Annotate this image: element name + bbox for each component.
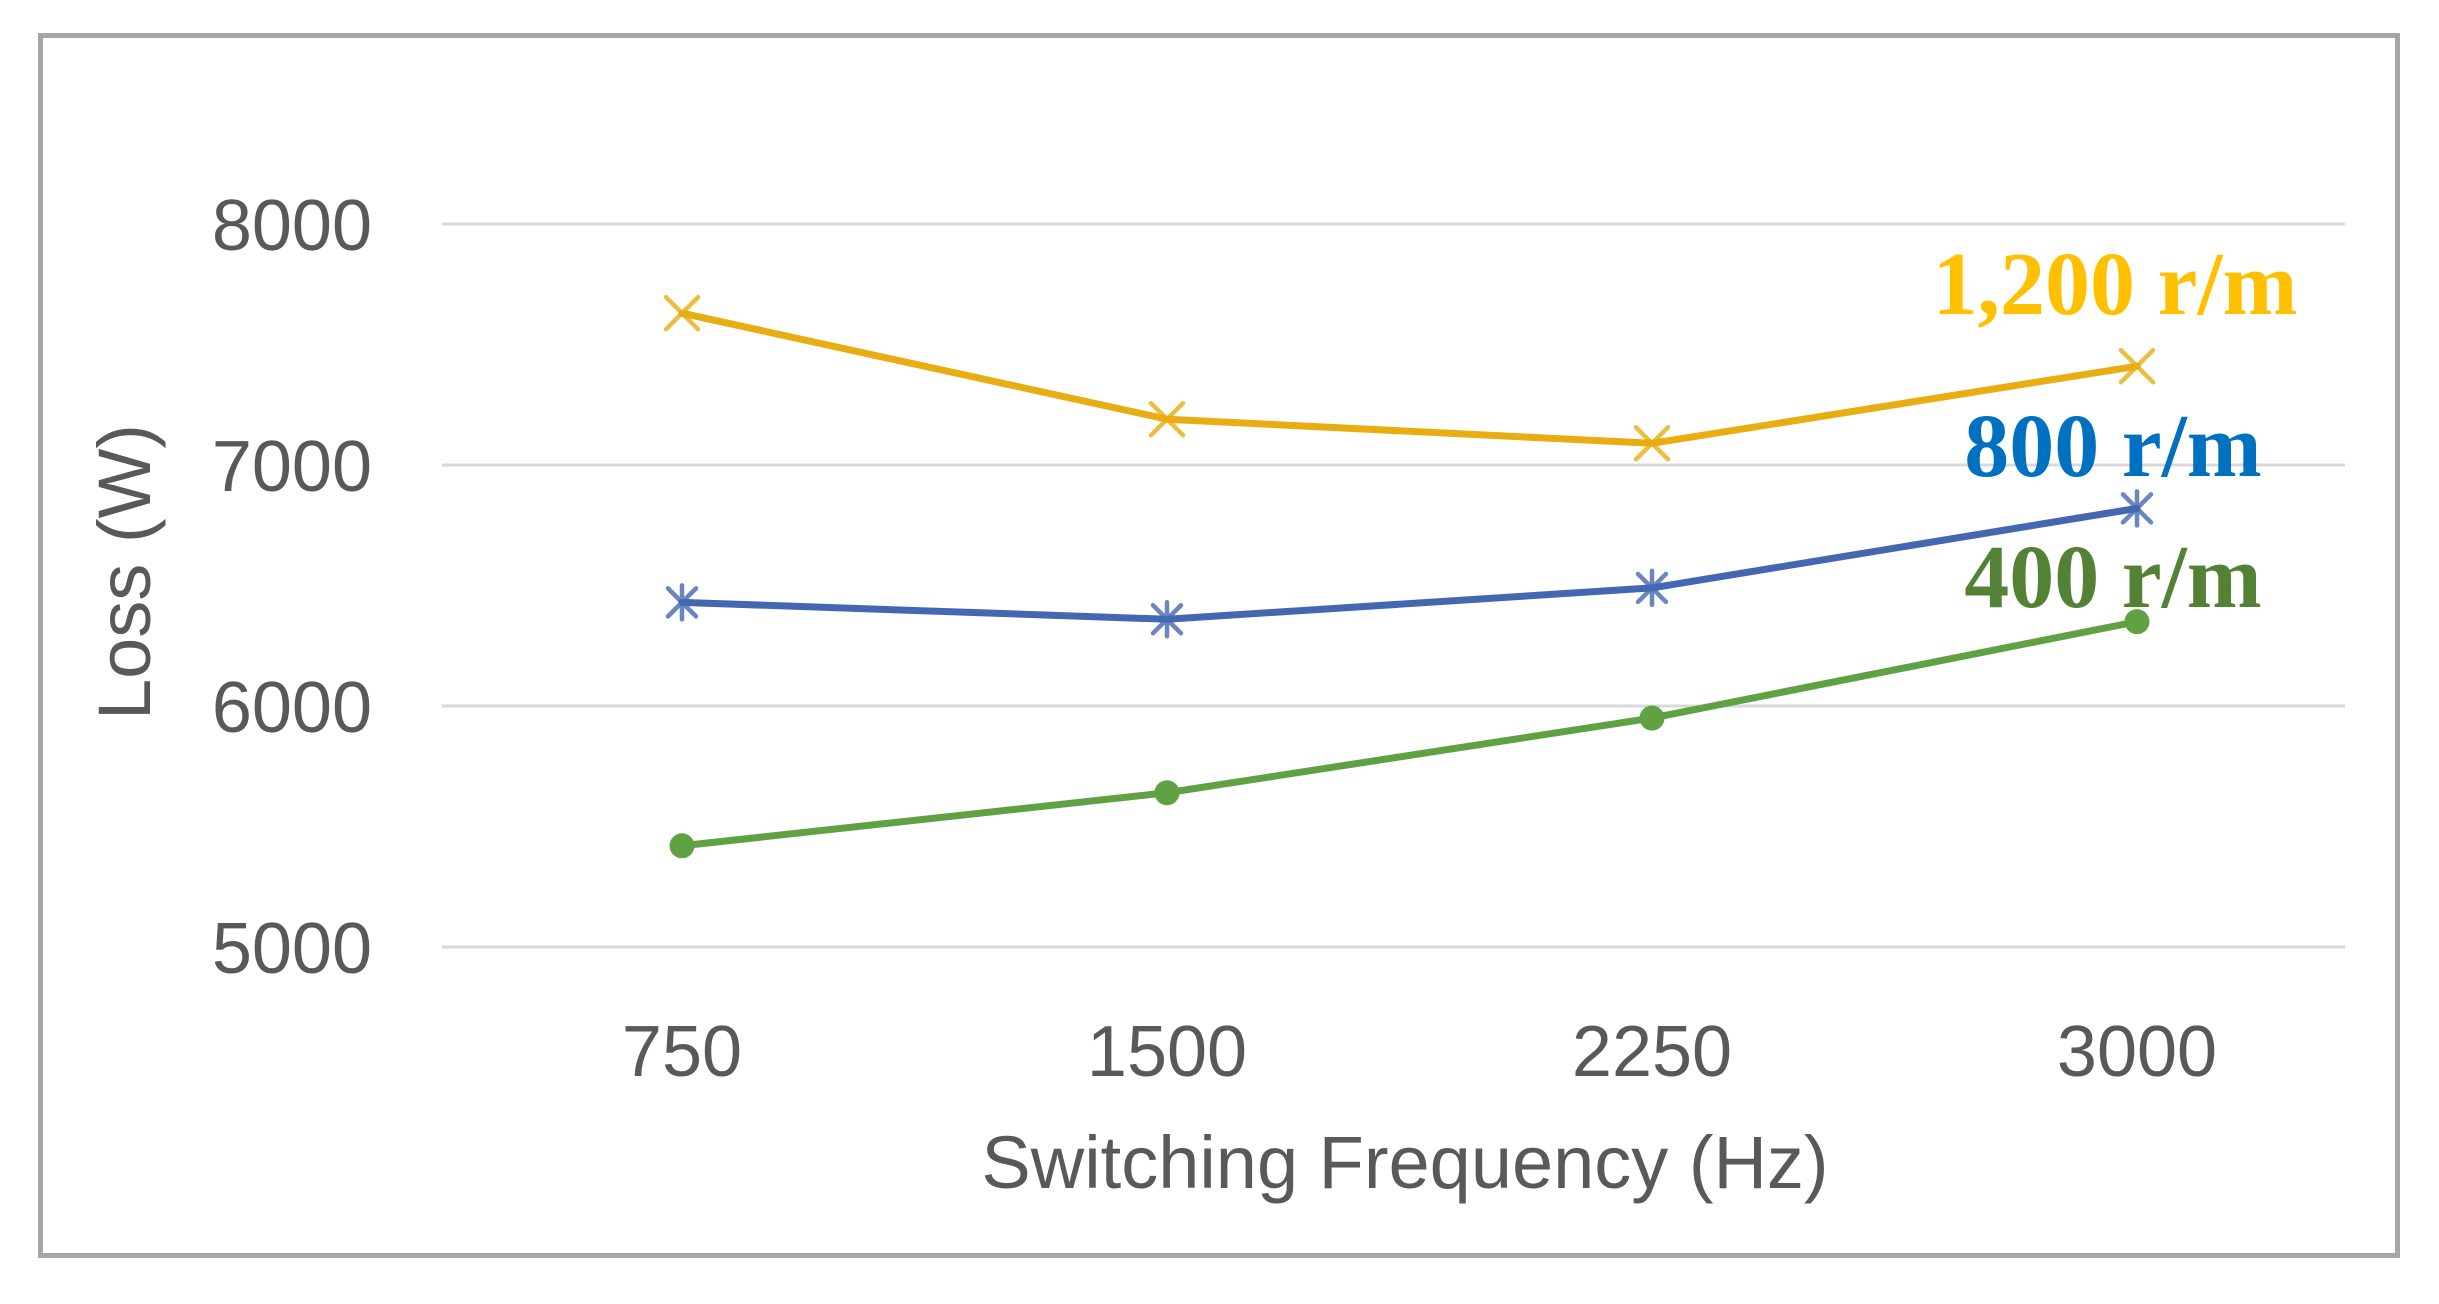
series-1200rm-rm [663, 294, 2156, 462]
y-tick-6000: 6000 [212, 668, 372, 748]
data-point-marker [1635, 568, 1669, 608]
x-axis-title: Switching Frequency (Hz) [981, 1121, 1828, 1204]
series-line [678, 504, 2141, 623]
y-axis-tick-labels: 8000 7000 6000 5000 [212, 186, 372, 989]
x-tick-750: 750 [622, 1012, 742, 1092]
y-tick-7000: 7000 [212, 427, 372, 507]
data-point-marker [1633, 425, 1671, 462]
y-axis-title: Loss (W) [83, 424, 166, 720]
data-point-marker [663, 294, 701, 332]
legend-label-1200rm: 1,200 r/m [1933, 235, 2298, 334]
legend-label-400rm: 400 r/m [1964, 528, 2261, 627]
legend-label-800rm: 800 r/m [1964, 397, 2261, 496]
series-800rm-rm [665, 489, 2154, 639]
series-400rm-rm [669, 609, 2150, 859]
series-line [678, 618, 2141, 850]
data-point-marker [2120, 489, 2154, 528]
x-tick-3000: 3000 [2057, 1012, 2217, 1092]
gridlines [442, 222, 2345, 949]
data-point-marker [1639, 705, 1665, 731]
x-tick-1500: 1500 [1087, 1012, 1247, 1092]
data-point-marker [665, 583, 699, 622]
data-point-marker [1150, 599, 1184, 639]
data-point-marker [2118, 347, 2156, 385]
y-tick-8000: 8000 [212, 186, 372, 266]
y-tick-5000: 5000 [212, 909, 372, 989]
series-layer [663, 294, 2156, 859]
data-point-marker [1154, 780, 1180, 806]
x-tick-2250: 2250 [1572, 1012, 1732, 1092]
data-point-marker [669, 833, 695, 859]
x-axis-tick-labels: 750 1500 2250 3000 [622, 1012, 2217, 1092]
series-line [678, 309, 2141, 447]
data-point-marker [2124, 609, 2150, 635]
data-point-marker [1148, 400, 1186, 438]
legend: 1,200 r/m 800 r/m 400 r/m [1933, 235, 2298, 627]
